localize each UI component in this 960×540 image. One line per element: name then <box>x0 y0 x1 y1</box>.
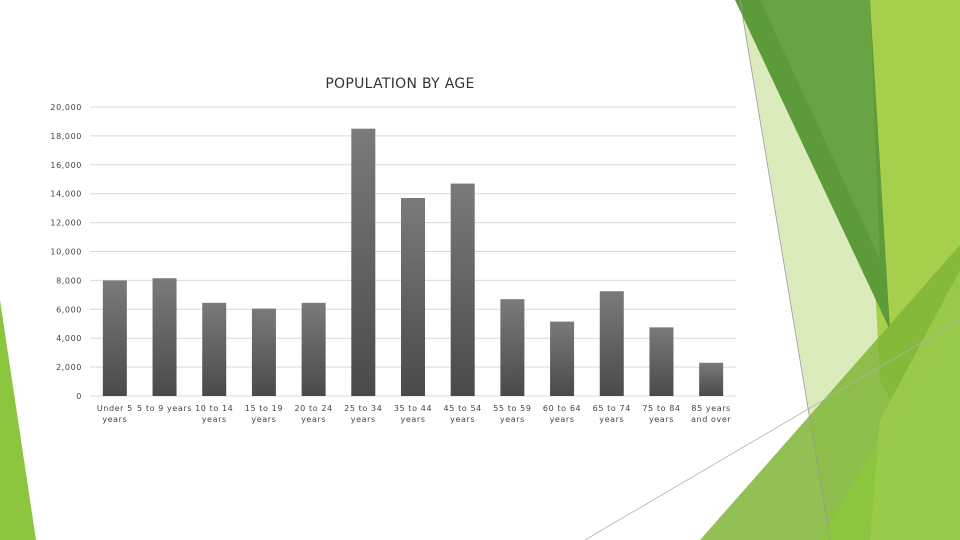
x-category-label: 5 to 9 years <box>137 404 192 413</box>
x-axis-labels: Under 5 years 5 to 9 years 10 to 14 years 15 … <box>97 404 731 424</box>
bar <box>500 299 525 396</box>
mid-green-triangle <box>760 0 880 260</box>
y-axis-ticks: 0 2,000 4,000 6,000 8,000 10,000 12,000 14,000 1… <box>50 103 82 401</box>
bars <box>102 128 724 397</box>
x-category-label: 75 to 84 years <box>642 404 680 424</box>
bar <box>152 278 177 396</box>
y-tick-label: 0 <box>76 392 82 401</box>
bar <box>450 183 475 396</box>
y-tick-label: 2,000 <box>56 363 82 372</box>
x-category-label: 20 to 24 years <box>294 404 332 424</box>
bar <box>599 291 624 396</box>
bar <box>699 362 724 396</box>
y-tick-label: 14,000 <box>50 190 82 199</box>
bar <box>102 280 127 396</box>
left-green-sliver <box>0 300 36 540</box>
x-category-label: 35 to 44 years <box>394 404 432 424</box>
y-tick-label: 6,000 <box>56 305 82 314</box>
x-category-label: 15 to 19 years <box>245 404 283 424</box>
bar <box>202 302 227 396</box>
bar <box>649 327 674 396</box>
bar <box>550 321 575 396</box>
chart-title: POPULATION BY AGE <box>325 76 475 92</box>
x-category-label: 65 to 74 years <box>593 404 631 424</box>
y-tick-label: 4,000 <box>56 334 82 343</box>
bar <box>301 302 326 396</box>
bar <box>251 308 276 396</box>
thin-diagonal-line-1 <box>739 0 831 540</box>
x-category-label: 55 to 59 years <box>493 404 531 424</box>
bottom-right-overlay <box>870 270 960 540</box>
bar <box>351 128 376 397</box>
y-tick-label: 18,000 <box>50 132 82 141</box>
x-category-label: 45 to 54 years <box>444 404 482 424</box>
x-category-label: 10 to 14 years <box>195 404 233 424</box>
x-category-label: Under 5 years <box>97 404 133 424</box>
y-tick-label: 8,000 <box>56 276 82 285</box>
y-tick-label: 16,000 <box>50 161 82 170</box>
y-tick-label: 12,000 <box>50 219 82 228</box>
bar <box>401 198 425 396</box>
x-category-label: 85 years and over <box>691 404 731 424</box>
thin-diagonal-line-2 <box>584 319 960 540</box>
x-category-label: 25 to 34 years <box>344 404 382 424</box>
y-tick-label: 10,000 <box>50 248 82 257</box>
gridlines <box>90 106 736 397</box>
x-category-label: 60 to 64 years <box>543 404 581 424</box>
y-tick-label: 20,000 <box>50 103 82 112</box>
